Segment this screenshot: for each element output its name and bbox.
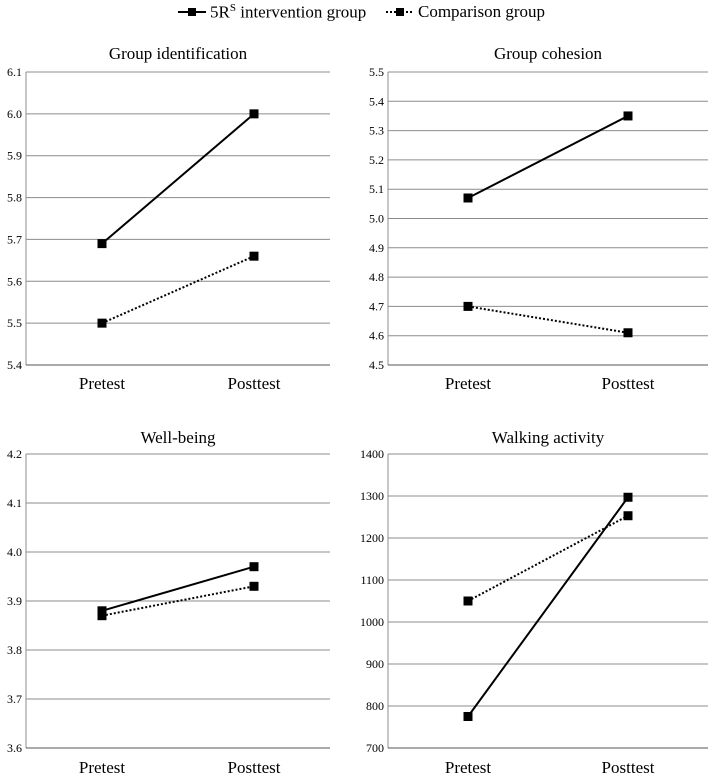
y-tick-label: 4.9 — [369, 241, 384, 255]
x-category-label: Posttest — [228, 374, 281, 393]
series-line-comparison — [101, 585, 255, 617]
data-point-comparison — [249, 581, 259, 591]
y-tick-label: 5.8 — [7, 191, 22, 205]
data-point-intervention — [463, 193, 473, 203]
y-tick-label: 5.5 — [7, 316, 22, 330]
y-tick-label: 3.8 — [7, 643, 22, 657]
data-point-comparison — [97, 611, 107, 621]
data-point-intervention — [623, 111, 633, 121]
y-tick-label: 5.6 — [7, 274, 22, 288]
y-tick-label: 1000 — [360, 615, 384, 629]
panel-title: Group cohesion — [494, 44, 603, 63]
data-point-comparison — [623, 328, 633, 338]
series-line-intervention — [467, 115, 629, 199]
data-point-intervention — [463, 712, 473, 721]
chart-panel-3: Well-being 3.6 3.7 3.8 3.9 4.0 4.1 4.2 Pretest Po… — [7, 428, 330, 773]
y-tick-label: 6.1 — [7, 65, 22, 79]
y-tick-label: 5.3 — [369, 124, 384, 138]
chart-panel-2: Group cohesion 4.5 4.6 4.7 4.8 4.9 5.0 5.1 5.2 5.… — [369, 44, 708, 393]
y-tick-label: 1300 — [360, 489, 384, 503]
data-point-intervention — [249, 109, 259, 119]
y-tick-label: 1400 — [360, 447, 384, 461]
x-category-label: Pretest — [445, 758, 492, 773]
x-category-label: Pretest — [79, 374, 126, 393]
y-tick-label: 3.7 — [7, 692, 22, 706]
y-tick-label: 4.2 — [7, 447, 22, 461]
legend-intervention-rest: intervention group — [235, 2, 367, 22]
y-tick-label: 700 — [366, 741, 384, 755]
series-line-intervention — [467, 496, 629, 718]
y-tick-label: 1100 — [360, 573, 384, 587]
y-tick-label: 4.6 — [369, 329, 384, 343]
legend-dotted-line-marker-icon — [386, 8, 414, 16]
y-tick-label: 4.1 — [7, 496, 22, 510]
x-category-label: Pretest — [445, 374, 492, 393]
y-tick-label: 4.7 — [369, 299, 384, 313]
legend-intervention-base: 5R — [210, 2, 230, 22]
data-point-comparison — [463, 596, 473, 606]
y-tick-label: 3.6 — [7, 741, 22, 755]
y-tick-label: 5.5 — [369, 65, 384, 79]
y-tick-label: 5.1 — [369, 182, 384, 196]
x-category-label: Posttest — [602, 758, 655, 773]
data-point-intervention — [97, 239, 107, 249]
panel-title: Walking activity — [492, 428, 605, 447]
y-tick-label: 5.7 — [7, 232, 22, 246]
x-category-label: Posttest — [228, 758, 281, 773]
data-point-intervention — [249, 562, 259, 572]
legend-item-intervention: 5RS intervention group — [178, 0, 366, 24]
data-point-comparison — [463, 301, 473, 311]
y-tick-label: 5.2 — [369, 153, 384, 167]
legend-solid-line-marker-icon — [178, 8, 206, 16]
panel-title: Group identification — [109, 44, 248, 63]
data-point-intervention — [97, 606, 107, 616]
y-tick-label: 4.0 — [7, 545, 22, 559]
series-line-intervention — [101, 565, 255, 612]
legend-comparison-label: Comparison group — [418, 2, 546, 21]
legend-item-comparison: Comparison group — [386, 0, 545, 24]
data-point-intervention — [623, 492, 633, 502]
data-point-comparison — [249, 251, 259, 261]
y-tick-label: 6.0 — [7, 107, 22, 121]
y-tick-label: 5.0 — [369, 212, 384, 226]
chart-panel-4: Walking activity 700 800 900 1000 1100 1200 130… — [360, 428, 708, 773]
series-line-comparison — [101, 255, 255, 325]
data-point-comparison — [623, 511, 633, 521]
x-category-label: Posttest — [602, 374, 655, 393]
y-tick-label: 3.9 — [7, 594, 22, 608]
y-tick-label: 5.4 — [7, 358, 22, 372]
legend: 5RS intervention group Comparison group — [0, 0, 712, 26]
y-tick-label: 4.5 — [369, 358, 384, 372]
panel-title: Well-being — [140, 428, 216, 447]
y-tick-label: 5.4 — [369, 94, 384, 108]
chart-panel-1: Group identification 5.4 5.5 5.6 5.7 5.8 5.9 6.… — [7, 44, 330, 393]
x-category-label: Pretest — [79, 758, 126, 773]
data-point-comparison — [97, 318, 107, 328]
y-tick-label: 900 — [366, 657, 384, 671]
legend-intervention-sup: S — [229, 1, 236, 14]
legend-intervention-label: 5RS intervention group — [210, 2, 366, 23]
y-tick-label: 1200 — [360, 531, 384, 545]
series-line-comparison — [467, 305, 629, 334]
y-tick-label: 4.8 — [369, 270, 384, 284]
series-line-intervention — [101, 113, 255, 245]
y-tick-label: 5.9 — [7, 149, 22, 163]
y-tick-label: 800 — [366, 699, 384, 713]
